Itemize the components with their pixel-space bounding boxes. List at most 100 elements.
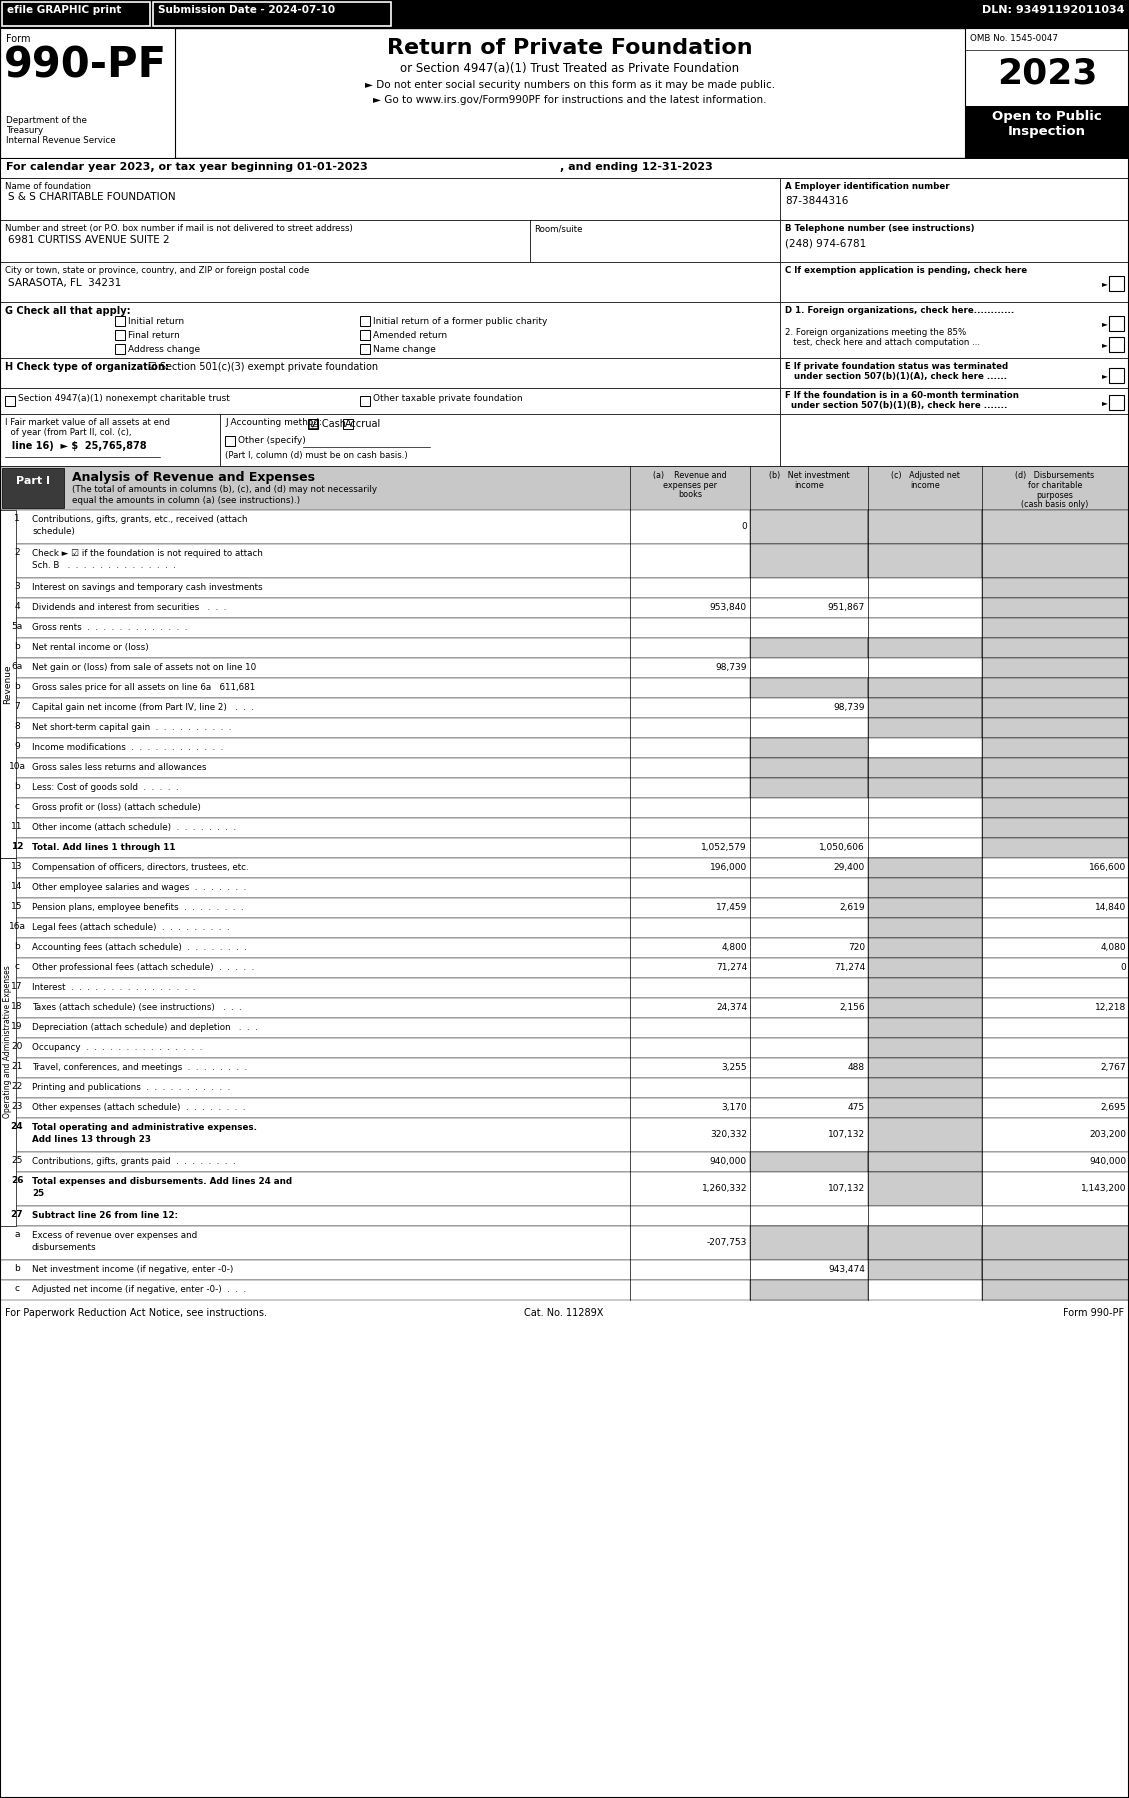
Text: Net short-term capital gain  .  .  .  .  .  .  .  .  .  .: Net short-term capital gain . . . . . . … — [32, 723, 231, 732]
Text: 12,218: 12,218 — [1095, 1003, 1126, 1012]
Bar — [2, 467, 64, 509]
Bar — [0, 1099, 1129, 1118]
Text: Add lines 13 through 23: Add lines 13 through 23 — [32, 1135, 151, 1144]
Text: 4,080: 4,080 — [1101, 942, 1126, 951]
Bar — [0, 978, 1129, 998]
Text: Occupancy  .  .  .  .  .  .  .  .  .  .  .  .  .  .  .: Occupancy . . . . . . . . . . . . . . . — [32, 1043, 202, 1052]
Bar — [982, 717, 1129, 737]
Text: income: income — [910, 482, 939, 491]
Text: Initial return of a former public charity: Initial return of a former public charit… — [373, 316, 548, 325]
Text: Gross sales less returns and allowances: Gross sales less returns and allowances — [32, 762, 207, 771]
Text: (d)   Disbursements: (d) Disbursements — [1015, 471, 1094, 480]
Text: Room/suite: Room/suite — [534, 225, 583, 234]
Bar — [982, 759, 1129, 779]
Bar — [0, 658, 1129, 678]
Bar — [868, 858, 982, 877]
Text: 2,156: 2,156 — [839, 1003, 865, 1012]
Bar — [868, 717, 982, 737]
Bar — [780, 263, 1129, 302]
Text: 1,143,200: 1,143,200 — [1080, 1185, 1126, 1194]
Bar — [750, 737, 868, 759]
Text: under section 507(b)(1)(B), check here .......: under section 507(b)(1)(B), check here .… — [785, 401, 1007, 410]
Bar — [0, 897, 1129, 919]
Bar — [0, 29, 1129, 158]
Text: 1,260,332: 1,260,332 — [701, 1185, 747, 1194]
Bar — [0, 577, 1129, 599]
Bar — [982, 638, 1129, 658]
Text: 3,255: 3,255 — [721, 1063, 747, 1072]
Bar — [868, 698, 982, 717]
Bar — [0, 1260, 1129, 1280]
Bar — [780, 358, 1129, 388]
Text: 26: 26 — [11, 1176, 24, 1185]
Bar — [0, 838, 1129, 858]
Bar — [982, 678, 1129, 698]
Text: Depreciation (attach schedule) and depletion   .  .  .: Depreciation (attach schedule) and deple… — [32, 1023, 257, 1032]
Bar — [868, 511, 982, 545]
Bar — [0, 358, 780, 388]
Text: Subtract line 26 from line 12:: Subtract line 26 from line 12: — [32, 1212, 178, 1221]
Bar — [0, 1057, 1129, 1079]
Text: equal the amounts in column (a) (see instructions).): equal the amounts in column (a) (see ins… — [72, 496, 300, 505]
Bar — [0, 939, 1129, 958]
Text: books: books — [679, 491, 702, 500]
Text: 2023: 2023 — [997, 56, 1097, 90]
Text: Name of foundation: Name of foundation — [5, 182, 91, 191]
Bar — [868, 877, 982, 897]
Bar — [0, 388, 780, 414]
Text: Treasury: Treasury — [6, 126, 43, 135]
Text: (b)   Net investment: (b) Net investment — [769, 471, 849, 480]
Bar — [5, 396, 15, 406]
Bar — [868, 1079, 982, 1099]
Text: disbursements: disbursements — [32, 1242, 97, 1251]
Bar — [868, 958, 982, 978]
Bar — [0, 511, 16, 858]
Text: Section 4947(a)(1) nonexempt charitable trust: Section 4947(a)(1) nonexempt charitable … — [18, 394, 230, 403]
Text: (cash basis only): (cash basis only) — [1022, 500, 1088, 509]
Text: b: b — [15, 642, 20, 651]
Text: 10a: 10a — [9, 762, 26, 771]
Text: Department of the: Department of the — [6, 117, 87, 126]
Bar — [780, 388, 1129, 414]
Text: Other taxable private foundation: Other taxable private foundation — [373, 394, 523, 403]
Text: ►: ► — [1102, 279, 1108, 288]
Text: Other income (attach schedule)  .  .  .  .  .  .  .  .: Other income (attach schedule) . . . . .… — [32, 823, 236, 832]
Text: or Section 4947(a)(1) Trust Treated as Private Foundation: or Section 4947(a)(1) Trust Treated as P… — [401, 61, 739, 76]
Text: Legal fees (attach schedule)  .  .  .  .  .  .  .  .  .: Legal fees (attach schedule) . . . . . .… — [32, 922, 229, 931]
Bar — [982, 1260, 1129, 1280]
Bar — [0, 958, 1129, 978]
Text: ►: ► — [1102, 397, 1108, 406]
Bar — [982, 698, 1129, 717]
Text: ☑ Cash: ☑ Cash — [310, 419, 345, 430]
Bar — [1109, 336, 1124, 352]
Bar — [0, 466, 1129, 511]
Text: ►: ► — [1102, 318, 1108, 327]
Text: Other professional fees (attach schedule)  .  .  .  .  .: Other professional fees (attach schedule… — [32, 964, 254, 973]
Bar — [1109, 316, 1124, 331]
Text: 951,867: 951,867 — [828, 602, 865, 611]
Bar — [780, 178, 1129, 219]
Text: Taxes (attach schedule) (see instructions)   .  .  .: Taxes (attach schedule) (see instruction… — [32, 1003, 242, 1012]
Text: Submission Date - 2024-07-10: Submission Date - 2024-07-10 — [158, 5, 335, 14]
Bar — [868, 545, 982, 577]
Text: ►: ► — [1102, 340, 1108, 349]
Bar — [0, 678, 1129, 698]
Text: ☑: ☑ — [308, 419, 320, 432]
Text: income: income — [794, 482, 824, 491]
Text: Less: Cost of goods sold  .  .  .  .  .: Less: Cost of goods sold . . . . . — [32, 782, 178, 791]
Text: B Telephone number (see instructions): B Telephone number (see instructions) — [785, 225, 974, 234]
Bar — [0, 158, 1129, 178]
Text: 16a: 16a — [9, 922, 26, 931]
Text: ► Do not enter social security numbers on this form as it may be made public.: ► Do not enter social security numbers o… — [365, 79, 776, 90]
Text: of year (from Part II, col. (c),: of year (from Part II, col. (c), — [5, 428, 131, 437]
Text: 98,739: 98,739 — [716, 663, 747, 672]
Text: G Check all that apply:: G Check all that apply: — [5, 306, 131, 316]
Text: 196,000: 196,000 — [710, 863, 747, 872]
Bar — [0, 877, 1129, 897]
Text: Initial return: Initial return — [128, 316, 184, 325]
Bar — [750, 511, 868, 545]
Bar — [750, 545, 868, 577]
Text: 25: 25 — [32, 1188, 44, 1197]
Text: 98,739: 98,739 — [833, 703, 865, 712]
Bar — [1109, 396, 1124, 410]
